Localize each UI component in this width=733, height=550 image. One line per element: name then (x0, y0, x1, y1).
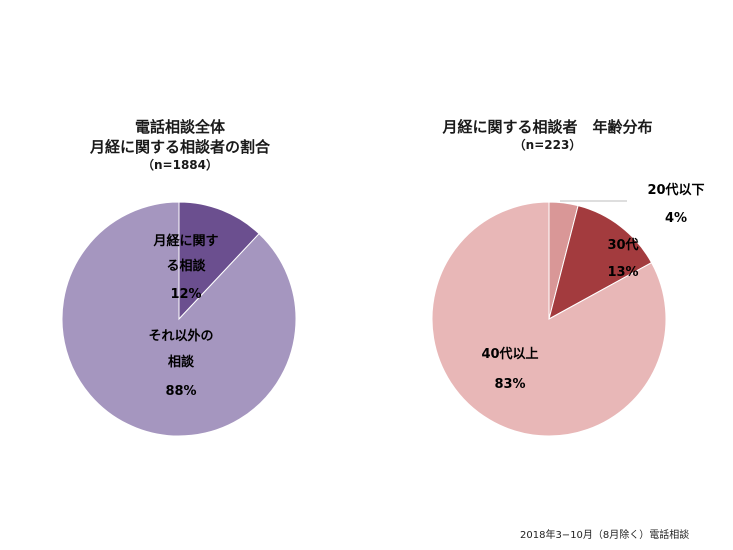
chart-1-title-line-1: 電話相談全体 (134, 118, 225, 136)
chart-2-title-line-1: 月経に関する相談者 年齢分布 (442, 118, 653, 136)
pie1-slice1-pct: 12% (170, 287, 201, 302)
pie2-slice2-label: 30代 (607, 237, 638, 253)
footer-note: 2018年3−10月（8月除く）電話相談 (520, 530, 690, 541)
pie2-slice-2 (548, 205, 653, 320)
chart-1-title-line-2: 月経に関する相談者の割合 (89, 138, 270, 156)
pie2-slice1-label: 20代以下 (647, 182, 704, 198)
pie1-slice1-label-line1: 月経に関す (152, 233, 218, 249)
pie2-slice3-label: 40代以上 (481, 346, 538, 362)
pie1-slice2-label-line2: 相談 (168, 354, 195, 370)
pie1-slice-2 (61, 201, 297, 437)
pie2-slice2-pct: 13% (607, 265, 638, 280)
chart-1-title: 電話相談全体 月経に関する相談者の割合 （n=1884） (70, 117, 290, 173)
pie2-slice-3 (431, 201, 667, 437)
chart-1-subtitle: （n=1884） (142, 158, 218, 172)
pie1-slice2-label-line1: それ以外の (148, 328, 213, 344)
pie2-slice3-pct: 83% (494, 377, 525, 392)
pie1-slice1-label-line2: る相談 (166, 258, 206, 274)
pie-chart-1 (61, 201, 297, 437)
chart-2-subtitle: （n=223） (513, 138, 582, 152)
pie1-slice2-pct: 88% (165, 384, 196, 399)
pie2-slice1-pct: 4% (665, 211, 687, 226)
pie1-slice-1 (178, 201, 260, 321)
chart-2-title: 月経に関する相談者 年齢分布 （n=223） (420, 117, 675, 153)
pie-chart-2 (431, 201, 667, 437)
